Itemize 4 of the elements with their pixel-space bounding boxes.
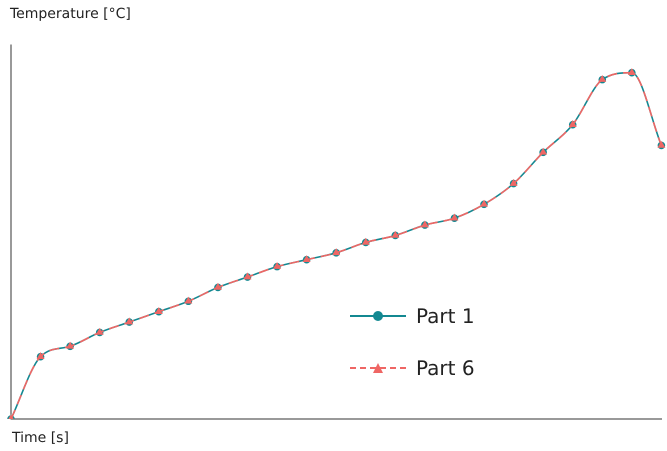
x-axis-title: Time [s] bbox=[12, 430, 69, 446]
legend-label: Part 1 bbox=[416, 304, 475, 328]
y-axis-title: Temperature [°C] bbox=[10, 6, 131, 22]
legend-label: Part 6 bbox=[416, 356, 475, 380]
